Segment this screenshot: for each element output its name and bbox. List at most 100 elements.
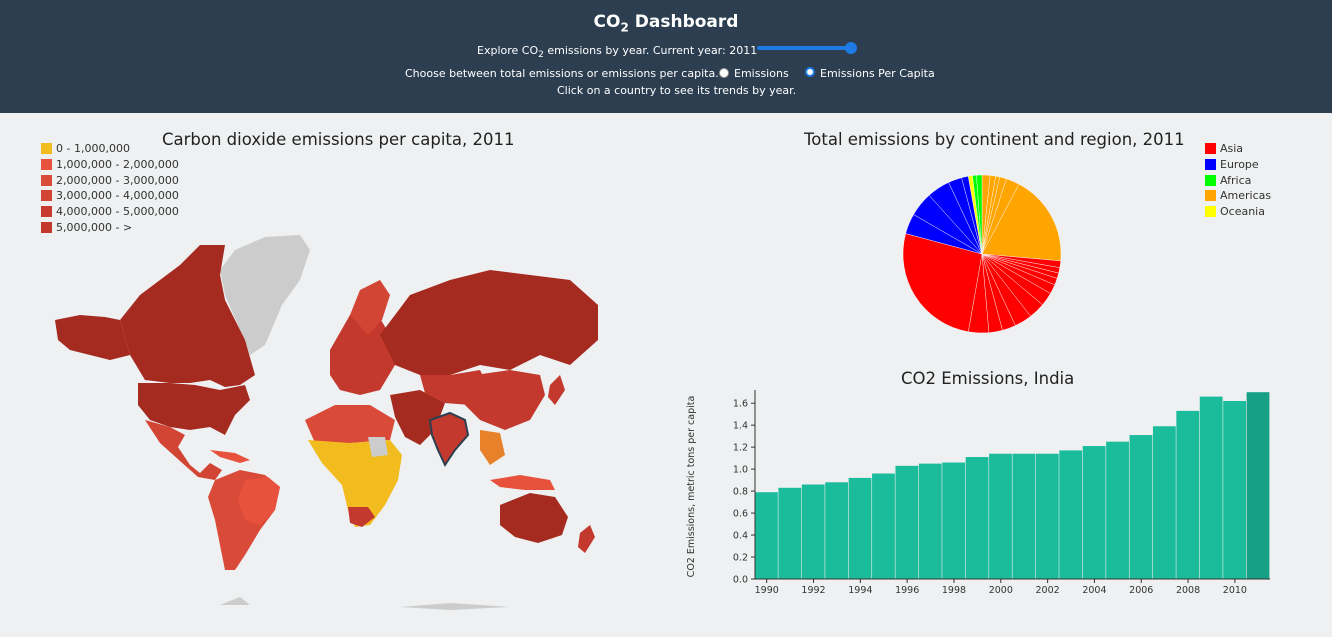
hint-text: Click on a country to see its trends by …: [557, 84, 797, 97]
map-scandinavia[interactable]: [350, 280, 390, 335]
radio-emissions-per-capita[interactable]: [805, 67, 815, 77]
map-greenland[interactable]: [220, 235, 310, 355]
india-bar-chart: CO2 Emissions, metric tons per capita 0.0…: [686, 390, 1270, 596]
map-legend-swatch: [41, 206, 52, 218]
page-title: CO2 Dashboard: [593, 12, 739, 35]
x-tick-label: 2000: [989, 585, 1013, 596]
pie-legend-label[interactable]: Africa: [1220, 173, 1252, 187]
x-tick-label: 1990: [755, 585, 779, 596]
map-canada[interactable]: [120, 245, 255, 387]
pie-slice[interactable]: [902, 233, 983, 333]
map-south-africa[interactable]: [348, 507, 375, 527]
x-tick-label: 1992: [801, 585, 825, 596]
pie-legend-swatch[interactable]: [1205, 190, 1216, 202]
bar: [1129, 435, 1153, 579]
bar: [1152, 426, 1176, 579]
map-legend-label: 4,000,000 - 5,000,000: [56, 205, 179, 219]
x-tick-label: 1998: [942, 585, 966, 596]
bar: [778, 487, 802, 579]
map-north-africa[interactable]: [305, 405, 395, 443]
map-brazil[interactable]: [238, 477, 280, 525]
map-alaska[interactable]: [55, 315, 130, 360]
map-europe[interactable]: [330, 310, 395, 395]
slider-track[interactable]: [757, 46, 857, 50]
y-tick-label: 0.8: [733, 487, 748, 498]
x-tick-label: 2004: [1082, 585, 1106, 596]
y-tick-label: 0.6: [733, 509, 748, 520]
pie-slice[interactable]: [976, 174, 983, 255]
map-usa[interactable]: [138, 383, 250, 435]
bar: [942, 462, 966, 579]
map-legend-label: 1,000,000 - 2,000,000: [56, 157, 179, 171]
map-mexico[interactable]: [145, 420, 222, 480]
bar: [755, 492, 778, 579]
slider-thumb[interactable]: [845, 42, 857, 54]
map-china[interactable]: [465, 370, 545, 430]
pie-legend-label[interactable]: Oceania: [1220, 205, 1265, 219]
map-legend-label: 3,000,000 - 4,000,000: [56, 189, 179, 203]
bar: [965, 457, 989, 579]
map-antarctica[interactable]: [220, 597, 510, 610]
map-japan[interactable]: [548, 375, 565, 405]
bar: [1199, 396, 1223, 579]
bar: [1223, 400, 1246, 579]
bar: [989, 453, 1012, 579]
map-new-zealand[interactable]: [578, 525, 595, 553]
bar: [1082, 446, 1106, 579]
x-tick-label: 2002: [1036, 585, 1060, 596]
map-legend-label: 0 - 1,000,000: [56, 142, 130, 155]
bar: [918, 463, 942, 579]
world-map[interactable]: [50, 225, 610, 615]
pie-slice[interactable]: [981, 183, 1062, 262]
map-legend-swatch: [41, 222, 52, 233]
map-indonesia[interactable]: [490, 475, 555, 490]
pie-legend-label[interactable]: Asia: [1220, 142, 1244, 155]
pie-legend-swatch[interactable]: [1205, 174, 1216, 186]
radio-emissions-label[interactable]: Emissions: [734, 67, 789, 80]
bar: [801, 484, 825, 579]
y-axis-title: CO2 Emissions, metric tons per capita: [686, 396, 697, 578]
bar: [1176, 410, 1200, 579]
map-title: Carbon dioxide emissions per capita, 201…: [162, 130, 515, 149]
map-legend-label: 2,000,000 - 3,000,000: [56, 173, 179, 187]
map-caribbean[interactable]: [210, 450, 250, 463]
map-southeast-asia[interactable]: [480, 430, 505, 465]
y-tick-label: 1.6: [733, 399, 748, 410]
dashboard-header: CO2 Dashboard Explore CO2 emissions by y…: [0, 0, 1332, 113]
pie-legend-swatch[interactable]: [1205, 143, 1216, 154]
y-tick-label: 1.2: [733, 443, 748, 454]
x-tick-label: 2006: [1129, 585, 1153, 596]
year-slider[interactable]: [757, 42, 857, 54]
map-legend-swatch: [41, 190, 52, 202]
map-sub-saharan-africa[interactable]: [308, 440, 402, 527]
emissions-pie[interactable]: [900, 172, 1064, 336]
bar: [1059, 450, 1083, 579]
map-legend-label: 5,000,000 - >: [56, 221, 133, 234]
bar: [1246, 392, 1270, 579]
bar: [872, 473, 895, 579]
y-tick-label: 1.4: [733, 421, 748, 432]
map-australia[interactable]: [500, 493, 568, 543]
map-russia[interactable]: [380, 270, 598, 375]
radio-per-capita-label[interactable]: Emissions Per Capita: [820, 67, 935, 80]
pie-legend-label[interactable]: Europe: [1220, 157, 1259, 171]
y-tick-label: 0.0: [733, 575, 748, 586]
radio-emissions[interactable]: [719, 68, 729, 78]
pie-legend-swatch[interactable]: [1205, 158, 1216, 170]
y-tick-label: 0.2: [733, 553, 748, 564]
bar: [895, 465, 919, 579]
bar: [1035, 453, 1059, 579]
pie-legend-swatch[interactable]: [1205, 206, 1216, 218]
bar: [1012, 453, 1036, 579]
year-caption: Explore CO2 emissions by year. Current y…: [477, 44, 758, 61]
x-tick-label: 2010: [1223, 585, 1247, 596]
pie-title: Total emissions by continent and region,…: [804, 130, 1185, 149]
map-sudan-nodata[interactable]: [368, 437, 388, 457]
map-legend-swatch: [41, 174, 52, 186]
x-tick-label: 2008: [1176, 585, 1200, 596]
map-legend-swatch: [41, 143, 52, 154]
pie-legend-label[interactable]: Americas: [1220, 189, 1272, 203]
bar: [848, 477, 872, 579]
bar-title: CO2 Emissions, India: [901, 369, 1075, 388]
map-india[interactable]: [428, 411, 470, 468]
